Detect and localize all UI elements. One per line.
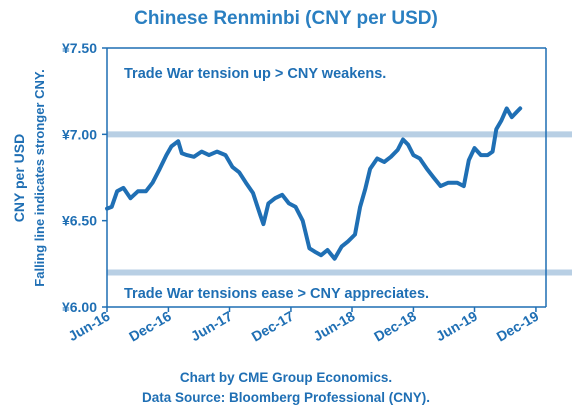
y-tick-label: ¥6.50 [62,213,97,229]
y-tick-label: ¥7.50 [62,40,97,56]
credit-line-1: Chart by CME Group Economics. [179,370,393,385]
x-tick-label: Dec-17 [249,308,297,345]
x-ticks: Jun-16 Dec-16 Jun-17 Dec-17 Jun-18 Dec-18 Jun-… [65,307,542,345]
credit-line-2: Data Source: Bloomberg Professional (CNY… [141,390,431,405]
x-tick-label: Dec-19 [494,308,542,345]
annotation-bottom: Trade War tensions ease > CNY appreciate… [124,286,429,302]
x-tick-label: Dec-18 [371,308,419,345]
y-ticks: ¥6.00 ¥6.50 ¥7.00 ¥7.50 [62,40,107,315]
series-group [105,106,523,261]
annotation-top: Trade War tension up > CNY weakens. [124,66,386,82]
y-tick-label: ¥7.00 [62,126,97,142]
chart-title: Chinese Renminbi (CNY per USD) [134,8,438,29]
y-axis-sublabel: Falling line indicates stronger CNY. [32,69,47,286]
x-tick-label: Jun-19 [433,308,480,345]
x-tick-label: Jun-18 [310,308,357,345]
x-tick-label: Jun-17 [188,308,235,345]
axes [106,47,547,308]
y-axis-label: CNY per USD [11,134,27,222]
annotations: Trade War tension up > CNY weakens. Trade… [124,66,429,302]
y-tick-label: ¥6.00 [62,299,97,315]
y-axis-labels: CNY per USD Falling line indicates strong… [11,69,47,286]
x-tick-label: Dec-16 [126,308,174,345]
series-line-0 [105,106,523,261]
